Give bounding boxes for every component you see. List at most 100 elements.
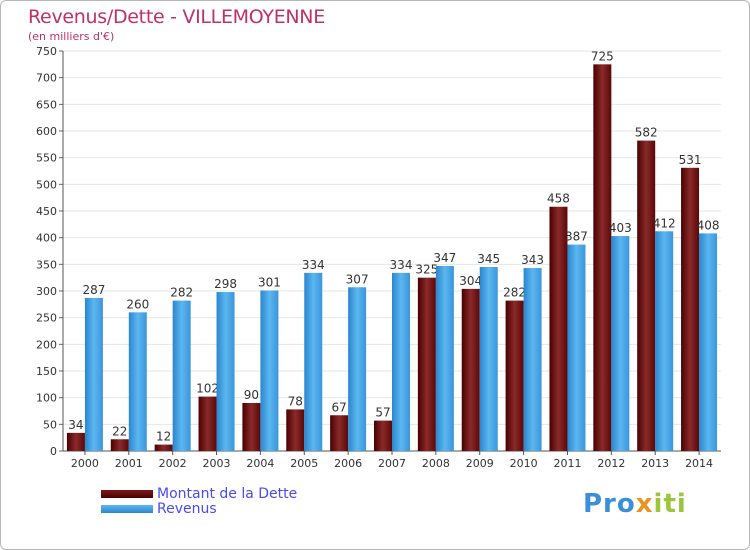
bar-revenue [479, 267, 498, 451]
bar-revenue [172, 300, 191, 451]
bar-revenue [699, 233, 718, 451]
bar-debt [374, 420, 392, 451]
bar-debt [593, 64, 612, 452]
legend: Montant de la Dette Revenus [101, 485, 298, 517]
data-label-debt: 531 [679, 153, 702, 167]
y-tick-label: 550 [36, 152, 57, 165]
bar-debt [242, 403, 261, 451]
bar-revenue [348, 287, 367, 451]
proxiti-logo: Proxiti [583, 489, 687, 519]
y-tick-label: 750 [36, 45, 57, 58]
legend-swatch-debt [101, 489, 153, 498]
data-label-debt: 22 [112, 424, 127, 438]
y-tick-label: 50 [43, 418, 57, 431]
data-label-revenue: 298 [214, 277, 237, 291]
x-tick-label: 2012 [597, 457, 625, 470]
data-label-revenue: 403 [609, 221, 632, 235]
data-label-revenue: 345 [477, 252, 500, 266]
x-tick-label: 2003 [203, 457, 231, 470]
data-label-debt: 67 [331, 400, 346, 414]
x-tick-label: 2014 [685, 457, 713, 470]
bar-revenue [304, 272, 323, 451]
bar-debt [110, 439, 129, 451]
bar-debt [154, 444, 173, 451]
data-label-revenue: 408 [697, 218, 720, 232]
x-tick-label: 2010 [510, 457, 538, 470]
data-label-debt: 90 [244, 388, 259, 402]
bar-debt [66, 432, 85, 451]
data-label-revenue: 282 [170, 286, 193, 300]
x-tick-label: 2004 [246, 457, 274, 470]
data-label-debt: 458 [547, 192, 570, 206]
bar-debt [505, 300, 524, 451]
y-tick-label: 250 [36, 312, 57, 325]
data-label-revenue: 307 [346, 272, 369, 286]
data-label-debt: 12 [156, 430, 171, 444]
bar-revenue [260, 290, 279, 451]
bar-revenue [435, 265, 454, 451]
x-tick-label: 2011 [553, 457, 581, 470]
data-label-debt: 282 [503, 286, 526, 300]
y-tick-label: 350 [36, 258, 57, 271]
data-label-debt: 57 [375, 406, 390, 420]
data-label-revenue: 334 [390, 258, 413, 272]
y-tick-label: 400 [36, 232, 57, 245]
x-tick-label: 2013 [641, 457, 669, 470]
y-tick-label: 500 [36, 178, 57, 191]
x-tick-label: 2002 [159, 457, 187, 470]
y-tick-label: 150 [36, 365, 57, 378]
bar-revenue [84, 297, 103, 451]
data-label-debt: 102 [196, 382, 219, 396]
data-label-revenue: 301 [258, 275, 281, 289]
legend-item-revenue: Revenus [101, 500, 297, 517]
y-tick-label: 700 [36, 72, 57, 85]
data-label-revenue: 260 [126, 297, 149, 311]
y-tick-label: 0 [50, 445, 57, 458]
bar-revenue [128, 312, 147, 451]
bar-revenue [523, 268, 542, 451]
x-tick-label: 2007 [378, 457, 406, 470]
bar-revenue [655, 231, 674, 451]
legend-label-revenue: Revenus [157, 500, 217, 517]
x-tick-label: 2009 [466, 457, 494, 470]
y-tick-label: 300 [36, 285, 57, 298]
bar-debt [417, 277, 436, 451]
bar-debt [637, 140, 656, 451]
x-tick-label: 2000 [71, 457, 99, 470]
chart-title: Revenus/Dette - VILLEMOYENNE [28, 6, 325, 28]
legend-label-debt: Montant de la Dette [157, 485, 298, 502]
chart-subtitle: (en milliers d'€) [28, 30, 115, 43]
x-tick-label: 2001 [115, 457, 143, 470]
y-tick-label: 100 [36, 392, 57, 405]
bar-debt [330, 415, 349, 451]
bar-revenue [611, 236, 630, 451]
legend-item-debt: Montant de la Dette [101, 485, 298, 502]
data-label-debt: 78 [288, 394, 303, 408]
data-label-revenue: 334 [302, 258, 325, 272]
data-label-revenue: 343 [521, 253, 544, 267]
y-tick-label: 450 [36, 205, 57, 218]
data-label-revenue: 347 [433, 251, 456, 265]
bar-revenue [392, 272, 410, 451]
x-tick-label: 2008 [422, 457, 450, 470]
data-label-revenue: 412 [653, 216, 676, 230]
bar-debt [461, 288, 480, 451]
bar-debt [681, 167, 700, 452]
bar-revenue [567, 244, 586, 451]
data-label-debt: 304 [459, 274, 482, 288]
data-label-debt: 582 [635, 126, 658, 140]
y-tick-label: 600 [36, 125, 57, 138]
legend-swatch-revenue [101, 504, 153, 513]
data-label-revenue: 287 [82, 283, 105, 297]
data-label-debt: 725 [591, 49, 614, 63]
y-tick-label: 200 [36, 338, 57, 351]
x-tick-label: 2006 [334, 457, 362, 470]
x-tick-label: 2005 [290, 457, 318, 470]
bar-debt [549, 206, 568, 451]
data-label-revenue: 387 [565, 230, 588, 244]
bar-debt [198, 396, 217, 451]
y-tick-label: 650 [36, 98, 57, 111]
bar-revenue [216, 292, 235, 451]
